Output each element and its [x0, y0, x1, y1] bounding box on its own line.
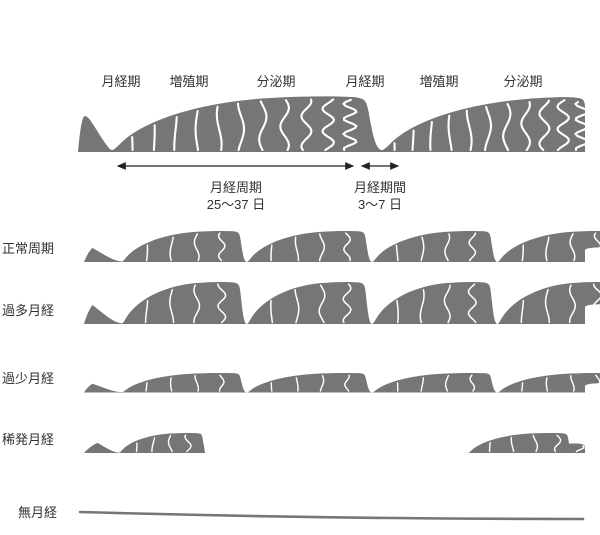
svg-text:月経期: 月経期 [345, 74, 384, 89]
svg-text:無月経: 無月経 [18, 505, 57, 520]
svg-text:分泌期: 分泌期 [256, 74, 295, 89]
svg-text:正常周期: 正常周期 [2, 241, 54, 256]
svg-text:増殖期: 増殖期 [169, 74, 208, 89]
svg-text:過多月経: 過多月経 [2, 303, 54, 318]
svg-text:月経周期: 月経周期 [210, 180, 262, 195]
svg-text:月経期間: 月経期間 [354, 180, 406, 195]
svg-text:増殖期: 増殖期 [419, 74, 458, 89]
svg-text:分泌期: 分泌期 [503, 74, 542, 89]
svg-text:過少月経: 過少月経 [2, 371, 54, 386]
svg-text:稀発月経: 稀発月経 [2, 432, 54, 447]
svg-text:月経期: 月経期 [101, 74, 140, 89]
svg-text:3〜7 日: 3〜7 日 [358, 197, 402, 212]
svg-text:25〜37 日: 25〜37 日 [207, 197, 266, 212]
